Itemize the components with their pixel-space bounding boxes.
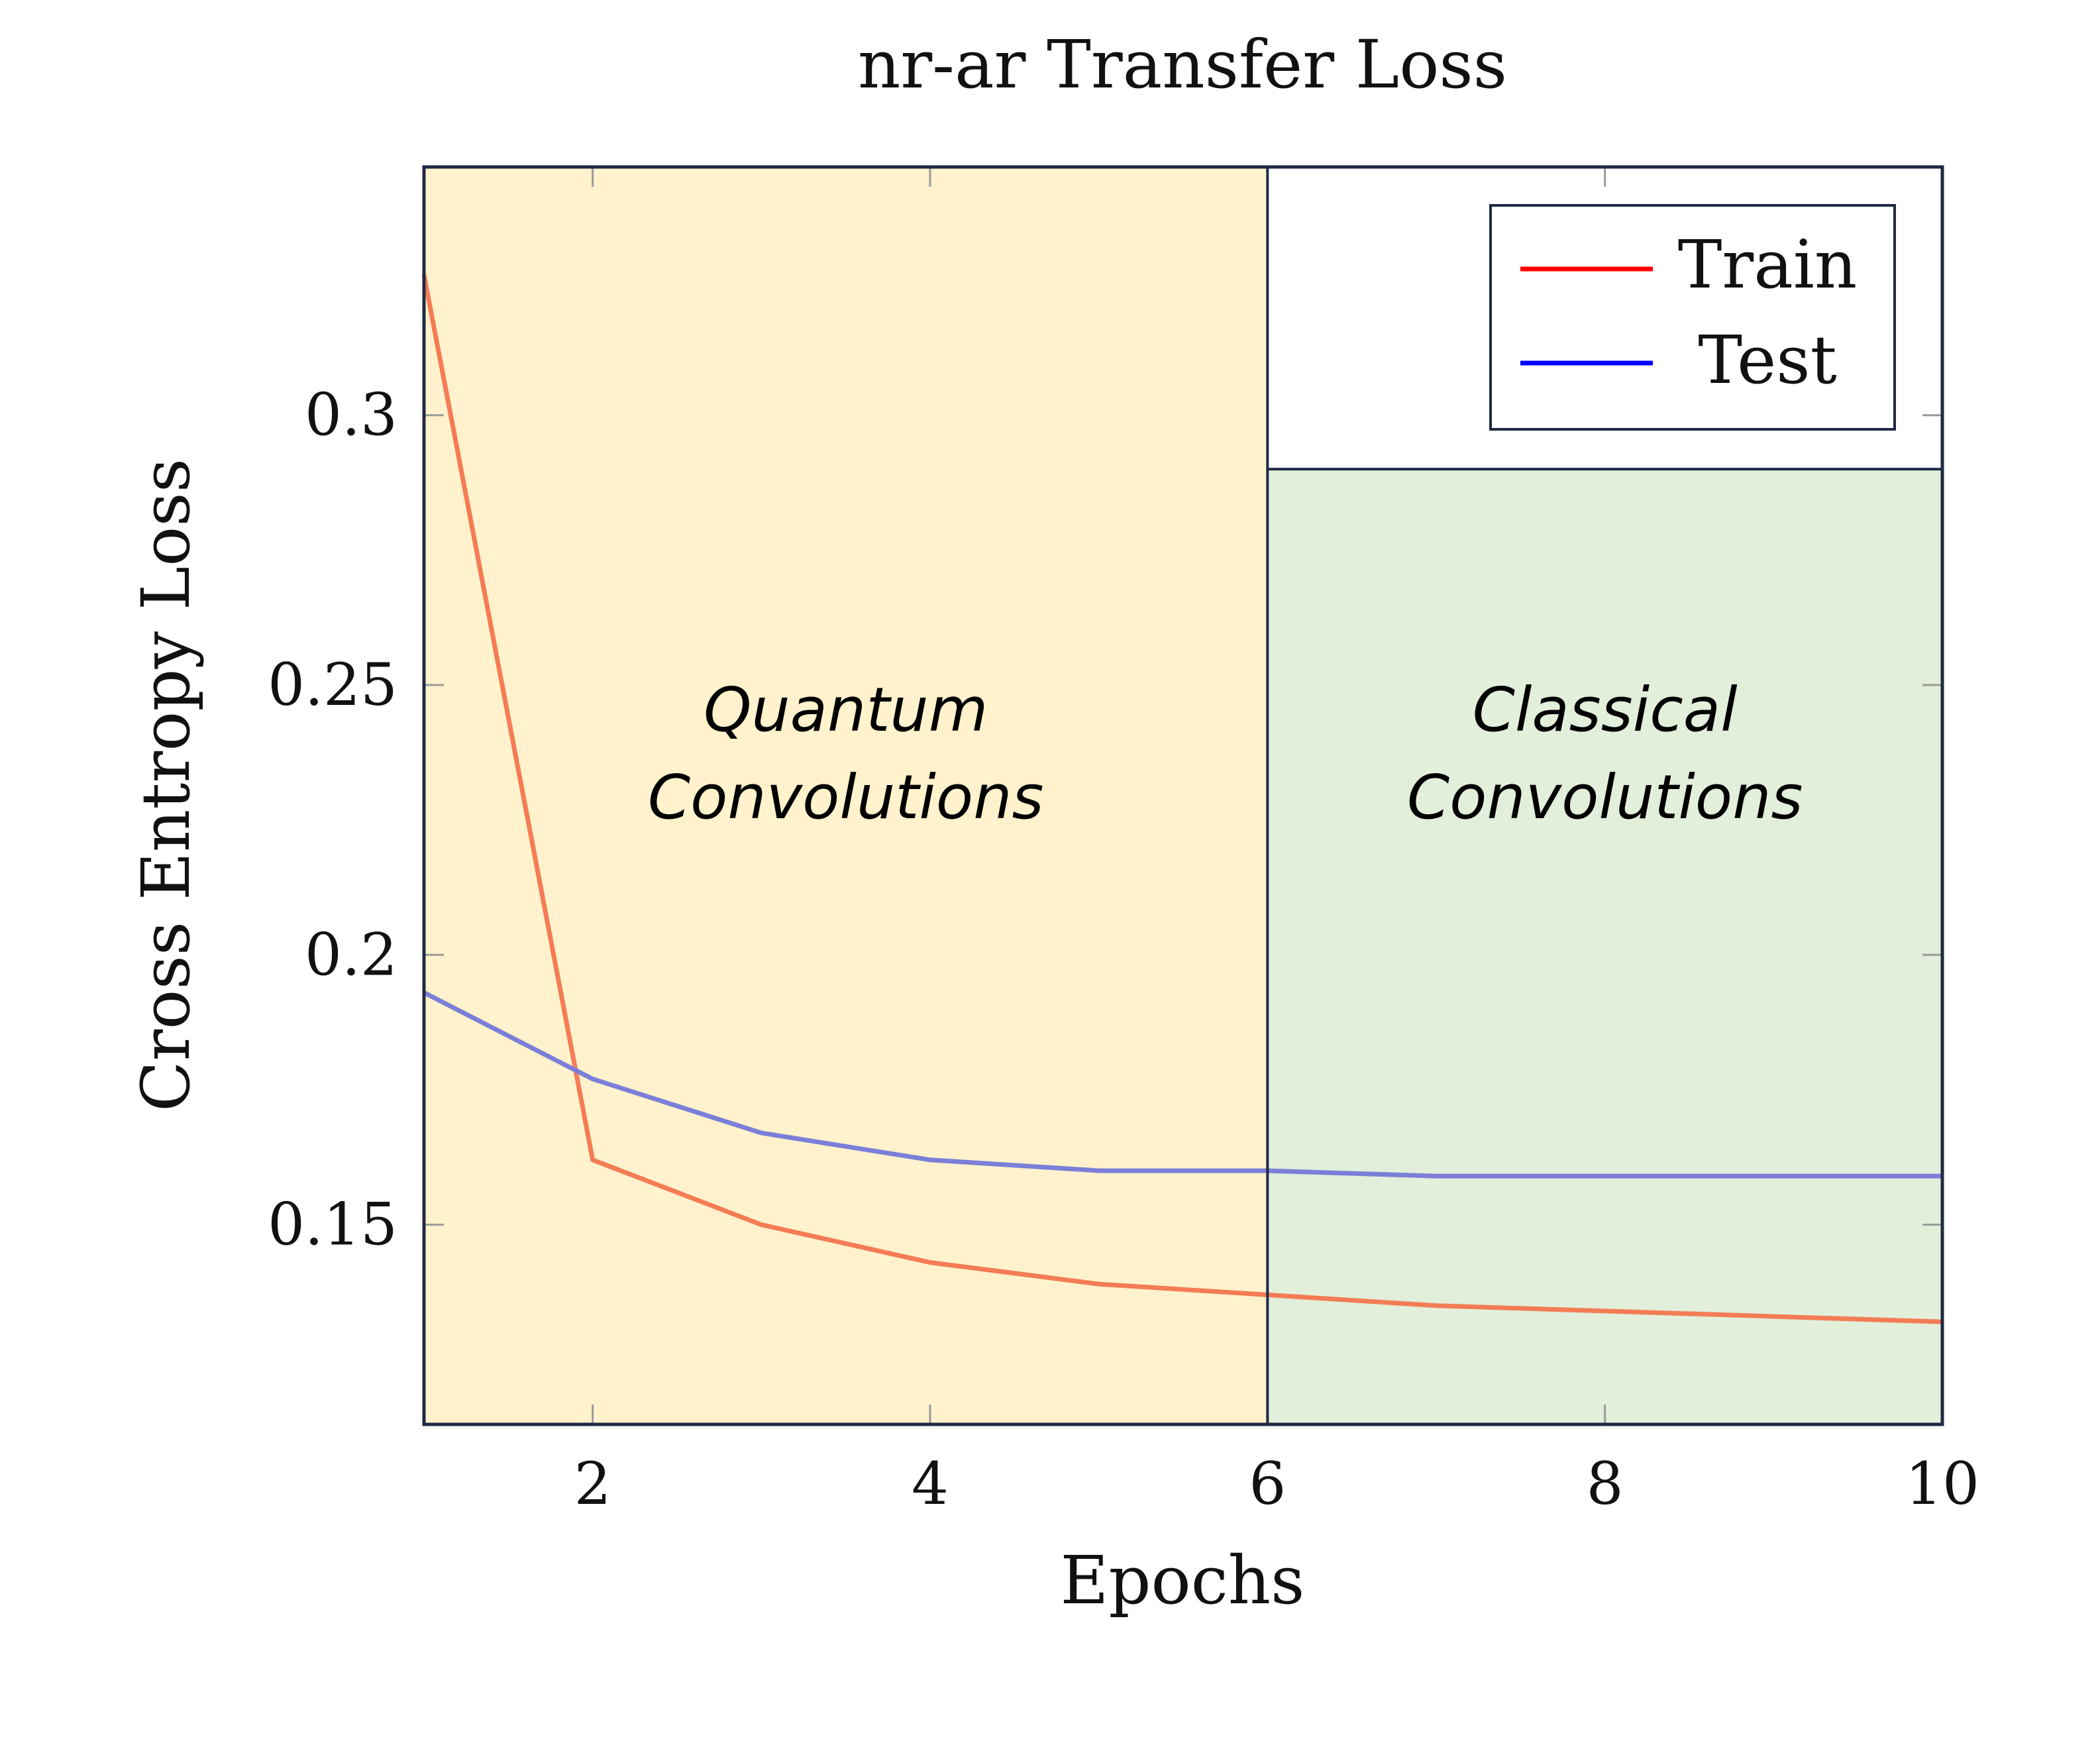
plot-frame — [422, 165, 1944, 1426]
x-tick-label: 10 — [1905, 1450, 1979, 1518]
series-line-test — [423, 990, 1942, 1179]
x-tick-label: 8 — [1587, 1450, 1624, 1518]
x-tick-label: 6 — [1249, 1450, 1286, 1518]
legend: Train Test — [1489, 204, 1896, 431]
x-tick-label: 4 — [912, 1450, 949, 1518]
x-tick-labels: 2 4 6 8 10 — [574, 1450, 1979, 1518]
x-axis-label: Epochs — [1061, 1542, 1305, 1619]
legend-label-train: Train — [1678, 226, 1858, 303]
quantum-region-label-line1: Quantum — [704, 674, 988, 745]
y-tick-label: 0.15 — [268, 1191, 397, 1259]
legend-label-test: Test — [1698, 321, 1837, 399]
y-tick-label: 0.25 — [268, 651, 397, 719]
legend-box — [1489, 204, 1896, 431]
x-tick-label: 2 — [574, 1450, 611, 1518]
y-axis-label: Cross Entropy Loss — [127, 458, 205, 1112]
quantum-region — [424, 167, 1268, 1424]
y-tick-label: 0.3 — [305, 381, 397, 449]
series-line-train — [421, 274, 1943, 1324]
classical-region-label-line1: Classical — [1473, 674, 1738, 745]
classical-region — [1267, 469, 1942, 1425]
y-tick-label: 0.2 — [305, 920, 397, 988]
y-tick-labels: 0.15 0.2 0.25 0.3 — [268, 381, 397, 1259]
chart-title: nr-ar Transfer Loss — [858, 26, 1507, 103]
quantum-region-label-line2: Convolutions — [648, 762, 1044, 833]
classical-region-label-line2: Convolutions — [1407, 762, 1803, 833]
